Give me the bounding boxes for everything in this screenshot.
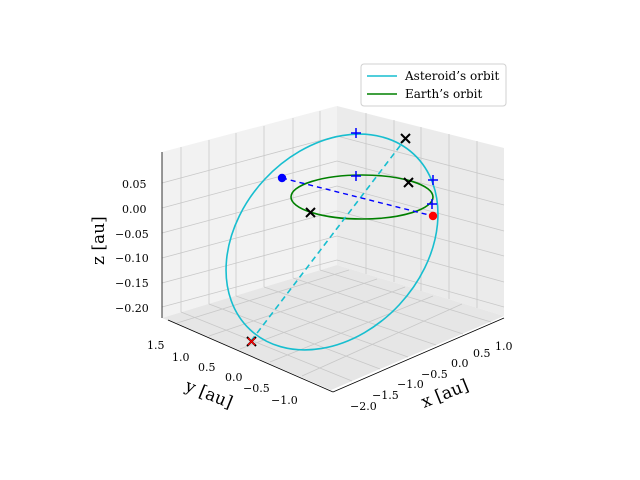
x-tick-label: −0.5 (421, 368, 448, 381)
z-axis-label: z [au] (89, 216, 109, 265)
grid-lines (161, 111, 505, 382)
x-tick-label: −1.0 (397, 378, 424, 391)
y-tick-label: −0.5 (243, 382, 270, 395)
x-tick-label: −2.0 (350, 400, 377, 413)
y-tick-label: 0.0 (225, 371, 243, 384)
x-tick-label: 1.0 (495, 340, 513, 353)
red-x-markers (247, 337, 256, 346)
plus-markers (351, 128, 438, 209)
y-tick-label: 1.5 (147, 339, 165, 352)
blue-point-marker (277, 173, 287, 183)
asteroid-dashed-line (250, 137, 407, 342)
x-axis-label: x [au] (418, 376, 471, 413)
legend: Asteroid’s orbit Earth’s orbit (360, 63, 507, 107)
floor-pane (162, 265, 504, 390)
x-tick-label: −1.5 (372, 389, 399, 402)
y-axis-line (167, 319, 334, 393)
z-tick-label: −0.10 (115, 252, 149, 265)
x-tick-label: 0.5 (473, 347, 491, 360)
legend-earth-label: Earth’s orbit (405, 87, 482, 101)
back-pane-right (337, 106, 504, 316)
legend-asteroid-label: Asteroid’s orbit (404, 69, 499, 83)
z-tick-label: 0.05 (122, 178, 147, 191)
red-point-marker (428, 211, 438, 221)
earth-orbit-ellipse (290, 174, 434, 220)
earth-dashed-line (281, 177, 434, 217)
y-tick-label: 0.5 (198, 361, 216, 374)
z-tick-label: −0.20 (115, 302, 149, 315)
x-tick-label: 0.0 (451, 357, 469, 370)
z-tick-label: −0.15 (115, 277, 149, 290)
x-axis-line (332, 317, 505, 393)
y-tick-label: 1.0 (172, 351, 190, 364)
z-tick-label: −0.05 (115, 228, 149, 241)
asteroid-orbit-ellipse (225, 133, 439, 351)
y-tick-label: −1.0 (271, 394, 298, 407)
z-tick-label: 0.00 (122, 203, 147, 216)
